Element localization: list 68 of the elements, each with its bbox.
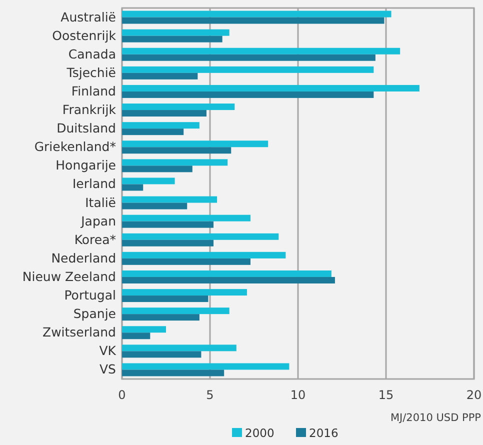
bar (122, 29, 230, 36)
bar (122, 184, 144, 191)
bar (122, 178, 175, 184)
bar (122, 258, 250, 265)
y-tick-label: Spanje (73, 306, 116, 322)
x-tick-label: 10 (290, 388, 306, 402)
x-tick-label: 15 (378, 388, 394, 402)
bar (122, 308, 230, 314)
x-tick-label: 5 (206, 388, 214, 402)
y-tick-label: Finland (71, 83, 116, 98)
y-tick-label: Griekenland* (34, 139, 116, 154)
bar (122, 214, 250, 222)
y-tick-label: Tsjechië (66, 64, 116, 80)
bar (122, 240, 214, 246)
bar (122, 140, 268, 148)
bar (122, 332, 150, 340)
y-tick-label: Italië (85, 194, 116, 210)
y-tick-label: Nederland (51, 250, 116, 266)
bar (122, 91, 374, 98)
bar (122, 252, 286, 258)
bar (122, 72, 198, 80)
y-tick-label: Hongarije (56, 158, 116, 173)
x-axis-title: MJ/2010 USD PPP (390, 412, 481, 424)
bar (122, 84, 420, 92)
bar (122, 351, 202, 358)
y-tick-label: VS (100, 362, 116, 377)
y-tick-label: Frankrijk (62, 102, 117, 118)
legend-label: 2016 (309, 426, 338, 440)
y-tick-label: Australië (60, 9, 116, 24)
bar (122, 202, 188, 210)
bar (122, 147, 232, 154)
y-tick-label: VK (99, 343, 117, 358)
bar (122, 110, 206, 117)
bar (122, 296, 208, 302)
bar (122, 233, 279, 240)
y-tick-label: Japan (80, 213, 116, 228)
bar (122, 166, 192, 172)
bar (122, 104, 235, 110)
y-tick-label: Ierland (72, 176, 116, 192)
bar (122, 270, 332, 277)
bar (122, 36, 222, 42)
x-tick-label: 0 (118, 388, 126, 402)
bar (122, 17, 384, 24)
bar (122, 10, 392, 18)
y-tick-label: Oostenrijk (52, 28, 117, 43)
y-tick-label: Canada (68, 46, 116, 62)
bar (122, 363, 290, 370)
y-tick-label: Nieuw Zeeland (22, 268, 116, 284)
bar (122, 326, 166, 333)
y-tick-label: Korea* (74, 232, 116, 247)
legend-label: 2000 (245, 426, 274, 440)
bar (122, 314, 200, 321)
bar (122, 122, 200, 129)
bar (122, 344, 236, 352)
bar (122, 196, 218, 203)
y-tick-label: Zwitserland (42, 324, 116, 340)
y-tick-label: Duitsland (56, 120, 116, 136)
x-tick-label: 20 (466, 388, 482, 402)
bar (122, 370, 224, 376)
bar (122, 289, 247, 296)
bar (122, 48, 400, 54)
bar (122, 221, 214, 228)
bar (122, 66, 374, 73)
bar (122, 54, 376, 61)
y-tick-label: Portugal (64, 288, 116, 303)
bar (122, 159, 228, 166)
bar (122, 276, 335, 284)
bar (122, 128, 184, 136)
